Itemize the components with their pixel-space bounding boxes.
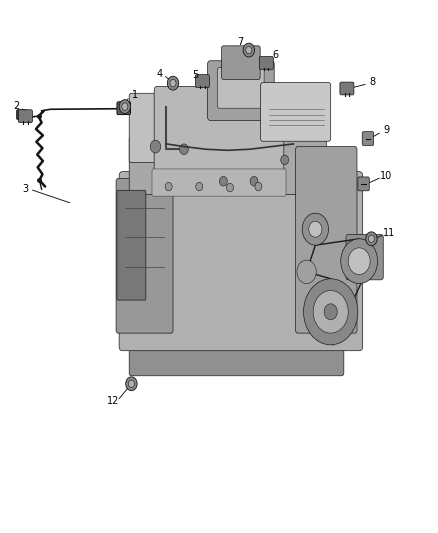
Text: 3: 3 xyxy=(22,184,28,193)
FancyBboxPatch shape xyxy=(358,177,369,191)
Text: 10: 10 xyxy=(380,171,392,181)
Circle shape xyxy=(255,182,262,191)
FancyBboxPatch shape xyxy=(17,110,27,119)
Circle shape xyxy=(313,290,348,333)
Text: 5: 5 xyxy=(192,70,198,79)
Circle shape xyxy=(122,103,128,110)
FancyBboxPatch shape xyxy=(362,132,374,146)
Circle shape xyxy=(341,239,378,284)
Circle shape xyxy=(170,79,176,87)
FancyBboxPatch shape xyxy=(340,82,354,95)
FancyBboxPatch shape xyxy=(129,136,326,195)
FancyBboxPatch shape xyxy=(129,93,230,163)
Text: 9: 9 xyxy=(383,125,389,135)
FancyBboxPatch shape xyxy=(218,68,264,108)
Circle shape xyxy=(128,380,134,387)
FancyBboxPatch shape xyxy=(259,56,273,69)
Circle shape xyxy=(243,43,254,57)
FancyBboxPatch shape xyxy=(116,179,173,333)
FancyBboxPatch shape xyxy=(117,102,131,115)
Circle shape xyxy=(167,76,179,90)
Circle shape xyxy=(150,140,161,153)
FancyBboxPatch shape xyxy=(154,86,284,175)
Text: 12: 12 xyxy=(107,397,119,406)
FancyBboxPatch shape xyxy=(222,46,260,79)
FancyBboxPatch shape xyxy=(129,328,344,376)
Text: 7: 7 xyxy=(237,37,243,47)
Circle shape xyxy=(119,100,131,114)
FancyBboxPatch shape xyxy=(195,75,209,87)
FancyBboxPatch shape xyxy=(18,110,32,123)
Circle shape xyxy=(226,183,233,192)
FancyBboxPatch shape xyxy=(117,190,146,300)
FancyBboxPatch shape xyxy=(261,83,331,141)
Circle shape xyxy=(281,155,289,165)
Text: 1: 1 xyxy=(132,91,138,100)
FancyBboxPatch shape xyxy=(296,147,357,333)
Circle shape xyxy=(309,221,322,237)
Circle shape xyxy=(196,182,203,191)
Circle shape xyxy=(297,260,316,284)
Text: 8: 8 xyxy=(369,77,375,87)
Circle shape xyxy=(302,213,328,245)
Circle shape xyxy=(180,144,188,155)
Circle shape xyxy=(366,232,377,246)
Circle shape xyxy=(348,248,370,274)
Text: 11: 11 xyxy=(383,229,395,238)
Circle shape xyxy=(368,235,374,243)
Text: 6: 6 xyxy=(272,51,278,60)
Circle shape xyxy=(304,279,358,345)
FancyBboxPatch shape xyxy=(119,172,363,351)
Circle shape xyxy=(219,176,227,186)
Text: 4: 4 xyxy=(157,69,163,78)
Circle shape xyxy=(126,377,137,391)
Circle shape xyxy=(250,176,258,186)
FancyBboxPatch shape xyxy=(346,235,383,280)
Circle shape xyxy=(246,46,252,54)
Circle shape xyxy=(165,182,172,191)
Text: 2: 2 xyxy=(14,101,20,110)
Circle shape xyxy=(324,304,337,320)
FancyBboxPatch shape xyxy=(152,169,286,196)
FancyBboxPatch shape xyxy=(208,61,274,120)
